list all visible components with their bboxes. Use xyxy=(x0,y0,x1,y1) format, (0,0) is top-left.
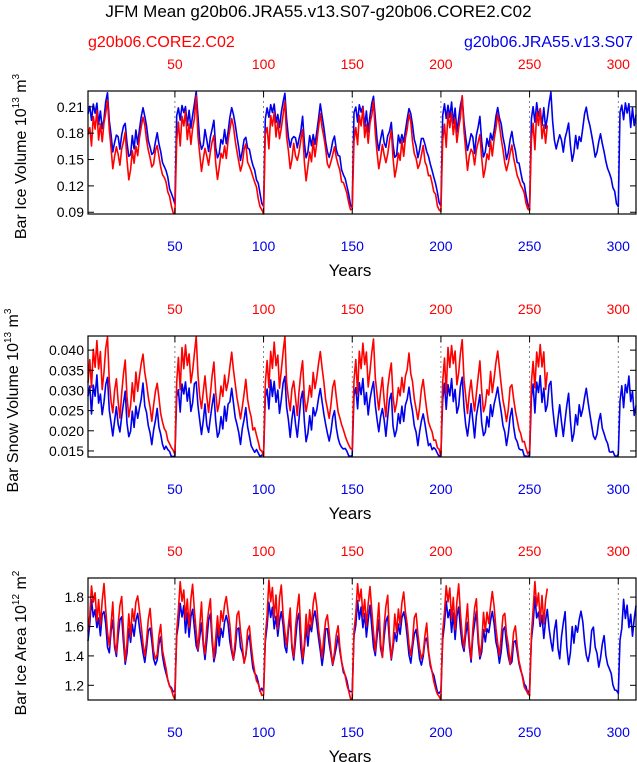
x-tick-label-bottom: 50 xyxy=(167,481,183,497)
y-tick-label: 0.015 xyxy=(49,443,84,459)
x-tick-label-bottom: 200 xyxy=(429,481,453,497)
y-axis-label: Bar Ice Area 1012 m2 xyxy=(11,570,30,715)
x-tick-label-top: 150 xyxy=(341,543,365,559)
x-tick-label-bottom: 300 xyxy=(607,724,631,740)
plot-frame xyxy=(87,335,637,458)
x-tick-label-bottom: 100 xyxy=(252,481,276,497)
chart-panel-1: 0.09 0.12 0.15 0.18 0.21 50 100 150 200 250 300 50 1… xyxy=(11,56,637,280)
figure-title: JFM Mean g20b06.JRA55.v13.S07-g20b06.COR… xyxy=(105,2,532,21)
x-tick-label-bottom: 200 xyxy=(429,724,453,740)
y-tick-label: 0.21 xyxy=(57,99,84,115)
y-tick-label: 0.030 xyxy=(49,382,84,398)
x-tick-label-top: 50 xyxy=(167,56,183,72)
x-axis-label: Years xyxy=(329,747,372,762)
x-tick-label-bottom: 50 xyxy=(167,238,183,254)
y-tick-label: 0.15 xyxy=(57,152,84,168)
x-tick-label-top: 200 xyxy=(429,56,453,72)
x-tick-label-top: 50 xyxy=(167,301,183,317)
chart-panel-2: 0.015 0.020 0.025 0.030 0.035 0.040 50 100 150 20… xyxy=(3,301,637,523)
series-line-red xyxy=(87,579,549,701)
x-tick-label-bottom: 250 xyxy=(518,481,542,497)
y-tick-label: 0.12 xyxy=(57,178,84,194)
x-tick-label-top: 300 xyxy=(607,301,631,317)
chart-panel-3: 1.2 1.4 1.6 1.8 50 100 150 200 250 300 50 100 150 200… xyxy=(11,543,637,762)
y-axis-label: Bar Ice Volume 1013 m3 xyxy=(11,73,30,239)
y-tick-label: 0.040 xyxy=(49,342,84,358)
legend-red-label: g20b06.CORE2.C02 xyxy=(88,34,235,51)
x-tick-label-bottom: 300 xyxy=(607,481,631,497)
y-tick-label: 1.6 xyxy=(65,619,85,635)
x-tick-label-top: 100 xyxy=(252,543,276,559)
y-tick-label: 1.8 xyxy=(65,589,85,605)
x-tick-label-top: 300 xyxy=(607,56,631,72)
y-tick-label: 1.2 xyxy=(65,677,85,693)
series-line-blue xyxy=(87,595,637,695)
x-tick-label-bottom: 50 xyxy=(167,724,183,740)
y-tick-label: 0.18 xyxy=(57,125,84,141)
x-tick-label-top: 150 xyxy=(341,56,365,72)
x-tick-label-top: 100 xyxy=(252,56,276,72)
x-tick-label-bottom: 100 xyxy=(252,724,276,740)
series-line-red xyxy=(87,335,549,458)
legend-blue-label: g20b06.JRA55.v13.S07 xyxy=(463,34,633,51)
plot-frame xyxy=(87,90,637,215)
x-tick-label-top: 100 xyxy=(252,301,276,317)
x-tick-label-top: 300 xyxy=(607,543,631,559)
x-tick-label-bottom: 250 xyxy=(518,238,542,254)
y-tick-label: 0.035 xyxy=(49,362,84,378)
x-tick-label-top: 200 xyxy=(429,543,453,559)
x-tick-label-bottom: 250 xyxy=(518,724,542,740)
plot-frame xyxy=(87,577,637,701)
x-tick-label-bottom: 150 xyxy=(341,481,365,497)
x-tick-label-bottom: 300 xyxy=(607,238,631,254)
series-line-blue xyxy=(87,374,637,458)
x-tick-label-bottom: 150 xyxy=(341,238,365,254)
series-line-red xyxy=(87,94,549,215)
x-tick-label-bottom: 200 xyxy=(429,238,453,254)
x-axis-label: Years xyxy=(329,504,372,523)
y-tick-label: 0.025 xyxy=(49,403,84,419)
y-tick-label: 0.020 xyxy=(49,423,84,439)
x-tick-label-top: 50 xyxy=(167,543,183,559)
x-tick-label-top: 150 xyxy=(341,301,365,317)
x-tick-label-bottom: 150 xyxy=(341,724,365,740)
x-tick-label-top: 250 xyxy=(518,543,542,559)
x-tick-label-top: 250 xyxy=(518,56,542,72)
y-tick-label: 1.4 xyxy=(65,648,85,664)
x-tick-label-top: 200 xyxy=(429,301,453,317)
x-tick-label-top: 250 xyxy=(518,301,542,317)
x-axis-label: Years xyxy=(329,261,372,280)
y-axis-label: Bar Snow Volume 1013 m3 xyxy=(3,308,22,492)
x-tick-label-bottom: 100 xyxy=(252,238,276,254)
y-tick-label: 0.09 xyxy=(57,204,84,220)
